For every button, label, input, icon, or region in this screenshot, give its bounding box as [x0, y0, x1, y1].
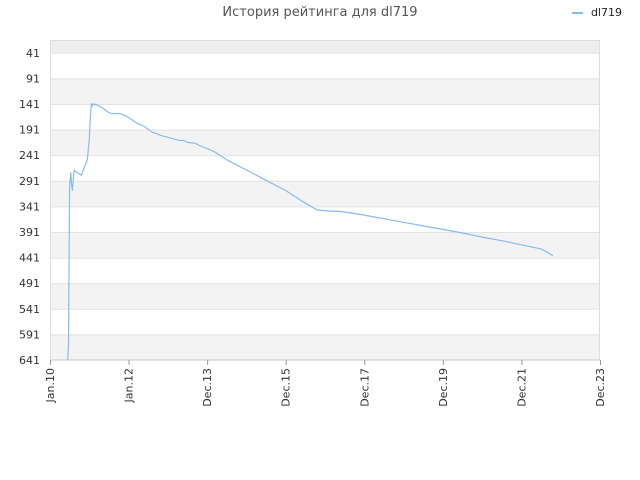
legend[interactable]: dl719 — [571, 6, 622, 19]
y-tick-label: 491 — [19, 277, 40, 290]
x-tick-label: Dec.19 — [437, 368, 450, 407]
grid-band — [50, 334, 600, 360]
legend-swatch — [571, 11, 583, 14]
x-tick-label: Jan.10 — [44, 368, 57, 403]
series-layer — [67, 102, 554, 361]
y-tick-label: 191 — [19, 124, 40, 137]
x-axis: Jan.10 Jan.12 Dec.13 Dec.15 Dec.17 Dec.19 Dec.… — [44, 360, 607, 407]
grid-band — [50, 232, 600, 258]
x-tick-label: Jan.12 — [123, 368, 136, 403]
legend-label: dl719 — [590, 6, 622, 19]
grid-bands — [50, 40, 600, 360]
y-tick-label: 291 — [19, 175, 40, 188]
grid-band — [50, 283, 600, 309]
chart-title: История рейтинга для dl719 — [222, 5, 418, 20]
x-tick-label: Dec.17 — [358, 368, 371, 407]
grid-band — [50, 52, 600, 79]
grid-band — [50, 308, 600, 335]
y-tick-label: 391 — [19, 226, 40, 239]
y-tick-label: 41 — [26, 47, 40, 60]
x-tick-label: Dec.15 — [280, 368, 293, 407]
y-tick-label: 541 — [19, 303, 40, 316]
y-tick-label: 241 — [19, 149, 40, 162]
y-tick-label: 441 — [19, 252, 40, 265]
x-tick-label: Dec.23 — [594, 368, 607, 407]
y-tick-label: 641 — [19, 354, 40, 367]
y-axis: 41 91 141 191 241 291 341 391 441 491 541 591 641 — [19, 47, 40, 367]
grid-band — [50, 155, 600, 181]
series-line-dl719 — [67, 102, 554, 361]
y-tick-label: 591 — [19, 328, 40, 341]
grid-band — [50, 40, 600, 53]
plot-border — [50, 40, 600, 360]
grid-band — [50, 104, 600, 130]
x-tick-label: Dec.21 — [515, 368, 528, 407]
x-tick-label: Dec.13 — [201, 368, 214, 407]
grid-band — [50, 180, 600, 207]
grid-lines — [50, 52, 600, 361]
y-tick-label: 341 — [19, 200, 40, 213]
y-tick-label: 91 — [26, 72, 40, 85]
y-tick-label: 141 — [19, 98, 40, 111]
grid-band — [50, 129, 600, 156]
grid-band — [50, 257, 600, 284]
grid-band — [50, 78, 600, 104]
